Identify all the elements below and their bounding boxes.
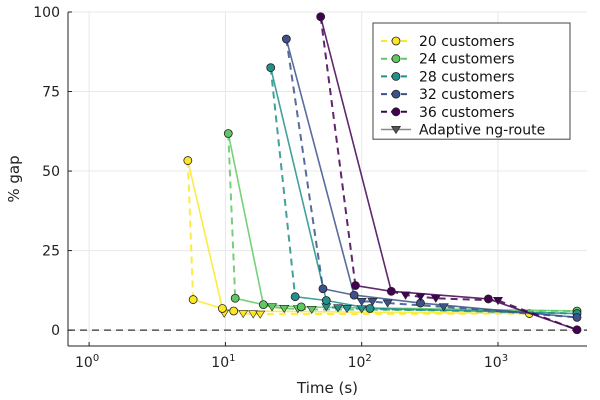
legend-entry-label: 36 customers (419, 105, 514, 121)
series-solid-drop-line (285, 38, 355, 296)
series-point (230, 293, 240, 303)
series-solid-drop-line (227, 133, 265, 305)
adaptive-marker (238, 310, 249, 319)
adaptive-marker (492, 297, 504, 306)
series-point (217, 304, 227, 313)
legend-swatch-marker (391, 54, 401, 64)
adaptive-marker (356, 298, 367, 307)
series-2 (223, 129, 582, 316)
y-tick-label: 25 (42, 244, 60, 260)
series-point (386, 286, 396, 296)
series-dashed-segment (227, 133, 237, 299)
series-point (572, 325, 582, 335)
series-point (321, 296, 331, 305)
adaptive-marker (306, 305, 317, 315)
series-solid-drop-line (269, 67, 328, 301)
series-point (316, 12, 326, 22)
axis-ticks: 100 101 102 103 0 25 50 75 100 (33, 5, 508, 371)
series-adaptive-line (353, 294, 578, 319)
adaptive-marker (382, 299, 393, 308)
x-tick-label: 101 (211, 353, 235, 371)
adaptive-marker (267, 303, 278, 312)
adaptive-marker (367, 298, 378, 307)
series-solid-line (192, 298, 530, 315)
series-4 (281, 34, 582, 322)
series-dashed-segment (319, 16, 357, 286)
x-axis-title: Time (s) (296, 379, 358, 397)
series-point (281, 34, 291, 44)
series-adaptive-line (263, 303, 577, 313)
series-5 (316, 12, 582, 335)
adaptive-marker (438, 303, 449, 312)
y-tick-label: 50 (42, 164, 60, 180)
series-point (188, 295, 198, 304)
series-point (365, 304, 375, 313)
series-solid-line (295, 295, 578, 315)
legend-swatch-marker (391, 89, 401, 99)
adaptive-marker (400, 291, 411, 300)
adaptive-marker (248, 310, 259, 319)
series-point (266, 63, 276, 73)
adaptive-marker (332, 304, 344, 313)
legend-entry-label: 20 customers (419, 34, 514, 50)
legend-swatch-marker (390, 126, 402, 135)
series-dashed-segment (269, 67, 297, 297)
series-point (258, 300, 268, 310)
legend-entry-label: 24 customers (419, 52, 514, 68)
series-point (183, 156, 193, 165)
series-solid-drop-line (319, 16, 393, 292)
plot-frame (67, 12, 587, 347)
adaptive-marker (255, 310, 266, 319)
x-tick-label: 103 (484, 353, 508, 371)
series-3 (266, 63, 582, 318)
adaptive-marker (279, 305, 290, 314)
legend-entry-label: 28 customers (419, 69, 514, 85)
series-point (229, 306, 239, 316)
series-solid-drop-line (187, 160, 224, 309)
series-point (318, 284, 328, 294)
legend-box (372, 22, 571, 140)
y-tick-label: 75 (42, 85, 60, 101)
adaptive-marker (341, 305, 353, 314)
y-tick-label: 100 (33, 5, 60, 21)
x-tick-label: 102 (348, 353, 372, 371)
y-tick-label: 0 (51, 323, 60, 339)
adaptive-marker (415, 293, 426, 302)
y-axis-title: % gap (5, 155, 23, 202)
legend-entry-label: Adaptive ng-route (419, 123, 545, 139)
series-layer (183, 12, 582, 335)
series-point (572, 312, 582, 322)
x-tick-label: 100 (75, 353, 99, 371)
legend-swatch-marker (391, 36, 401, 46)
series-point (483, 294, 493, 304)
series-point (349, 290, 359, 300)
series-point (290, 292, 300, 302)
series-point (351, 281, 360, 290)
adaptive-marker (430, 294, 441, 303)
legend-entry-label: 32 customers (419, 87, 514, 103)
series-point (296, 302, 306, 312)
legend-swatch-marker (391, 72, 401, 81)
series-point (223, 129, 233, 138)
legend-swatch-marker (391, 107, 401, 117)
series-dashed-segment (285, 38, 324, 289)
